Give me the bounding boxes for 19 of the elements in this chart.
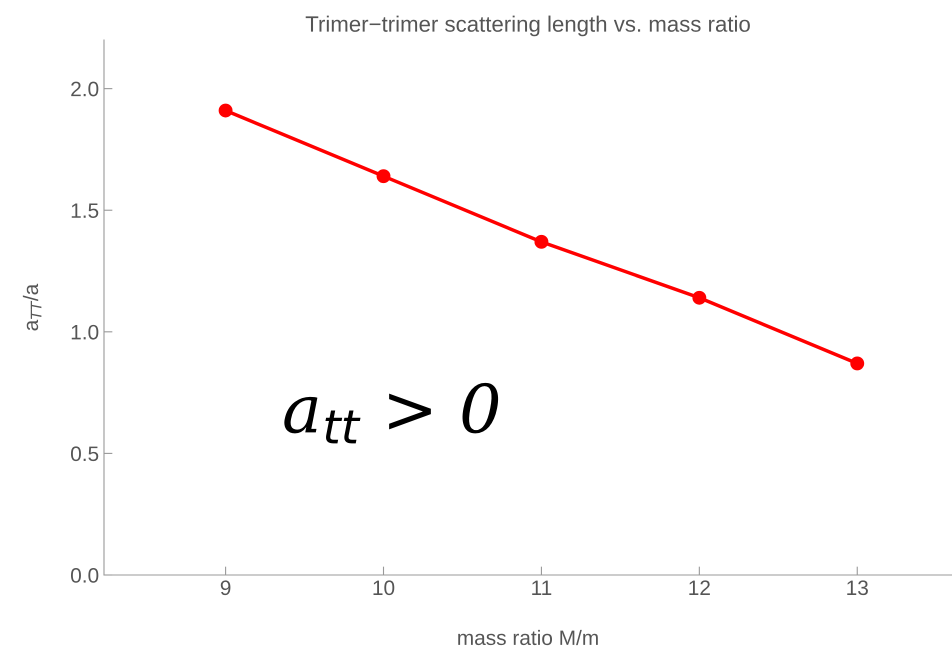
point [692,290,706,305]
point [376,169,390,184]
y-tick-label: 0.0 [70,568,98,583]
y-tick-label: 1.5 [72,203,98,218]
y-tick-label: 1.0 [72,324,98,340]
x-tick-label: 13 [847,580,868,596]
x-axis-title: mass ratio M/m [458,630,598,646]
y-tick-label: 2.0 [71,82,98,96]
y-tick-label: 0.5 [70,446,98,462]
x-tick-label: 9 [220,580,230,596]
point [218,104,233,118]
annotation: a$_{tt}$ > 0 [284,382,498,444]
x-tick-label: 10 [374,580,394,596]
y-axis-title: a$_{TT}$/a [22,284,42,330]
x-tick-label: 11 [532,580,552,595]
point [534,234,548,249]
point [850,356,864,370]
x-tick-label: 12 [689,580,710,595]
chart-title: Trimer−trimer scattering length vs. mass ratio [306,16,750,36]
